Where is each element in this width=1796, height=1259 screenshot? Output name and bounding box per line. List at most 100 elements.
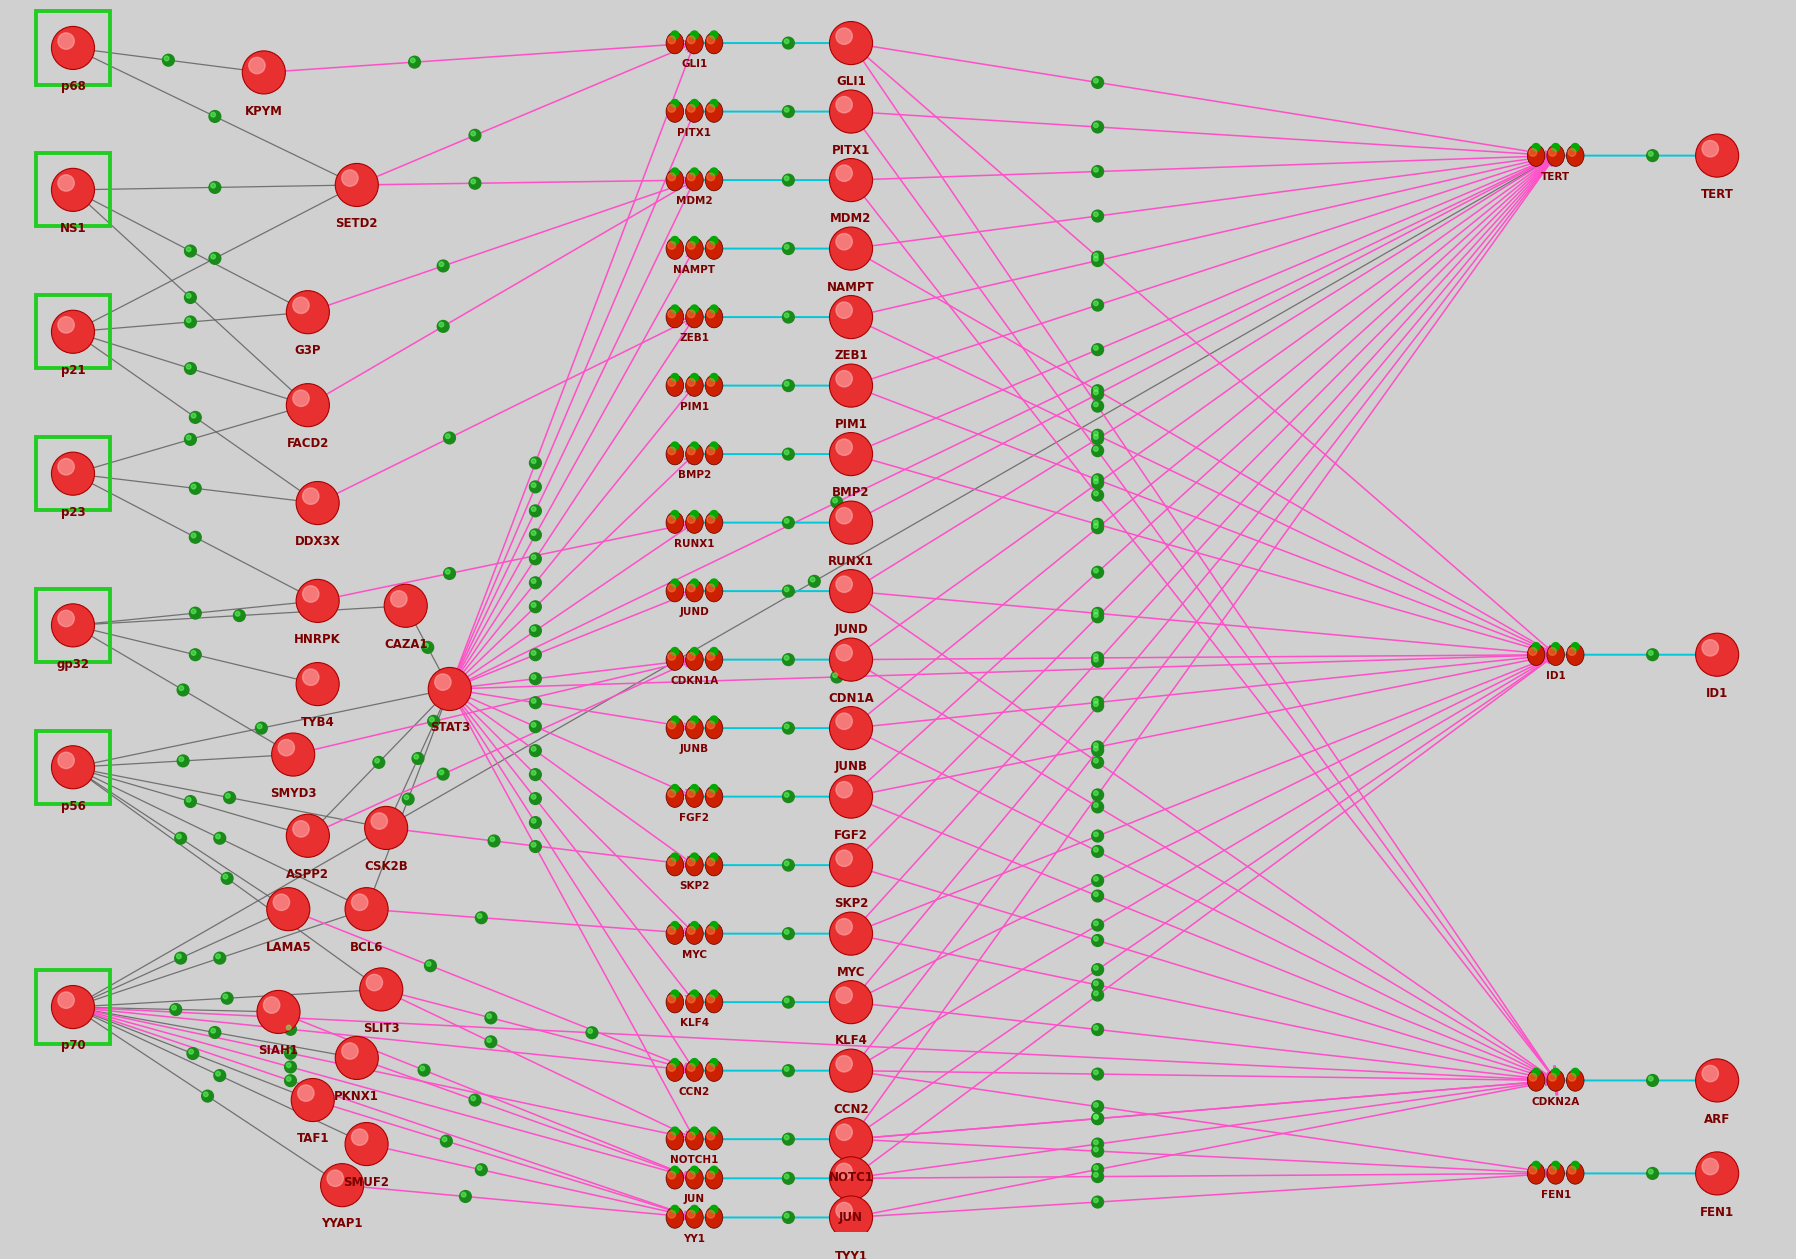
Circle shape xyxy=(1092,890,1103,901)
Circle shape xyxy=(708,1210,715,1219)
Circle shape xyxy=(690,1166,699,1175)
Circle shape xyxy=(709,1205,718,1214)
Circle shape xyxy=(708,995,715,1003)
Circle shape xyxy=(1092,757,1103,768)
Circle shape xyxy=(783,380,794,392)
Circle shape xyxy=(1092,210,1103,222)
Circle shape xyxy=(402,793,415,805)
Text: RUNX1: RUNX1 xyxy=(674,539,715,549)
Ellipse shape xyxy=(686,580,704,602)
Ellipse shape xyxy=(686,1206,704,1229)
Circle shape xyxy=(1552,1069,1559,1076)
Circle shape xyxy=(672,990,679,998)
Ellipse shape xyxy=(706,101,722,122)
Circle shape xyxy=(1094,1103,1097,1107)
Circle shape xyxy=(1094,758,1097,763)
Text: JUND: JUND xyxy=(679,607,709,617)
Circle shape xyxy=(672,167,679,176)
Circle shape xyxy=(427,667,471,710)
Ellipse shape xyxy=(706,238,722,259)
Circle shape xyxy=(424,959,436,972)
Ellipse shape xyxy=(686,648,704,670)
Circle shape xyxy=(668,789,675,797)
Text: KLF4: KLF4 xyxy=(681,1019,709,1029)
Circle shape xyxy=(1092,385,1103,397)
Circle shape xyxy=(422,642,433,653)
Circle shape xyxy=(785,39,788,44)
Circle shape xyxy=(532,771,535,776)
Circle shape xyxy=(321,1163,363,1206)
Ellipse shape xyxy=(706,786,722,807)
Circle shape xyxy=(835,713,853,729)
Circle shape xyxy=(1092,522,1103,534)
Circle shape xyxy=(1092,1024,1103,1035)
Circle shape xyxy=(1528,1166,1537,1175)
Circle shape xyxy=(708,652,715,660)
Circle shape xyxy=(708,515,715,524)
Circle shape xyxy=(413,754,418,759)
Circle shape xyxy=(530,648,541,661)
Circle shape xyxy=(235,612,241,616)
Circle shape xyxy=(690,374,699,381)
Circle shape xyxy=(286,815,329,857)
Text: SLIT3: SLIT3 xyxy=(363,1022,399,1035)
Circle shape xyxy=(688,515,695,524)
Circle shape xyxy=(709,647,718,656)
Circle shape xyxy=(830,1157,873,1200)
Ellipse shape xyxy=(666,1206,684,1229)
Text: NOTCH1: NOTCH1 xyxy=(670,1156,718,1166)
Circle shape xyxy=(52,604,95,647)
Ellipse shape xyxy=(666,923,684,944)
Circle shape xyxy=(1092,934,1103,947)
Circle shape xyxy=(52,452,95,495)
Ellipse shape xyxy=(1566,1162,1584,1185)
Circle shape xyxy=(672,237,679,244)
Circle shape xyxy=(709,510,718,519)
Circle shape xyxy=(1092,830,1103,842)
Circle shape xyxy=(709,1166,718,1175)
Ellipse shape xyxy=(1566,1070,1584,1092)
Circle shape xyxy=(233,609,246,622)
Circle shape xyxy=(1094,1172,1097,1177)
Ellipse shape xyxy=(706,580,722,602)
Circle shape xyxy=(257,724,262,729)
Circle shape xyxy=(830,364,873,407)
Circle shape xyxy=(672,99,679,107)
Circle shape xyxy=(690,1205,699,1214)
Circle shape xyxy=(585,1027,598,1039)
Circle shape xyxy=(210,184,216,188)
Circle shape xyxy=(1695,633,1739,676)
Circle shape xyxy=(690,922,699,929)
Circle shape xyxy=(830,296,873,339)
Circle shape xyxy=(785,1136,788,1139)
Ellipse shape xyxy=(686,1060,704,1081)
Circle shape xyxy=(668,515,675,524)
Text: ZEB1: ZEB1 xyxy=(833,350,867,363)
Circle shape xyxy=(668,379,675,387)
Circle shape xyxy=(1703,640,1719,656)
Text: CAZA1: CAZA1 xyxy=(384,638,427,651)
Ellipse shape xyxy=(686,718,704,739)
Circle shape xyxy=(445,434,451,438)
Circle shape xyxy=(190,609,196,613)
Ellipse shape xyxy=(666,306,684,327)
Circle shape xyxy=(273,894,289,910)
Circle shape xyxy=(530,601,541,613)
Circle shape xyxy=(532,675,535,680)
Circle shape xyxy=(221,872,233,884)
Circle shape xyxy=(271,733,314,776)
Circle shape xyxy=(708,927,715,934)
Circle shape xyxy=(532,579,535,583)
Circle shape xyxy=(1092,1113,1103,1124)
Circle shape xyxy=(690,510,699,519)
Circle shape xyxy=(476,1163,487,1176)
Circle shape xyxy=(785,861,788,866)
Circle shape xyxy=(1094,743,1097,748)
Circle shape xyxy=(296,662,339,705)
Circle shape xyxy=(1092,121,1103,133)
Circle shape xyxy=(672,31,679,39)
Ellipse shape xyxy=(666,33,684,54)
Circle shape xyxy=(672,374,679,381)
Circle shape xyxy=(1094,447,1097,451)
Text: FEN1: FEN1 xyxy=(1541,1190,1572,1200)
